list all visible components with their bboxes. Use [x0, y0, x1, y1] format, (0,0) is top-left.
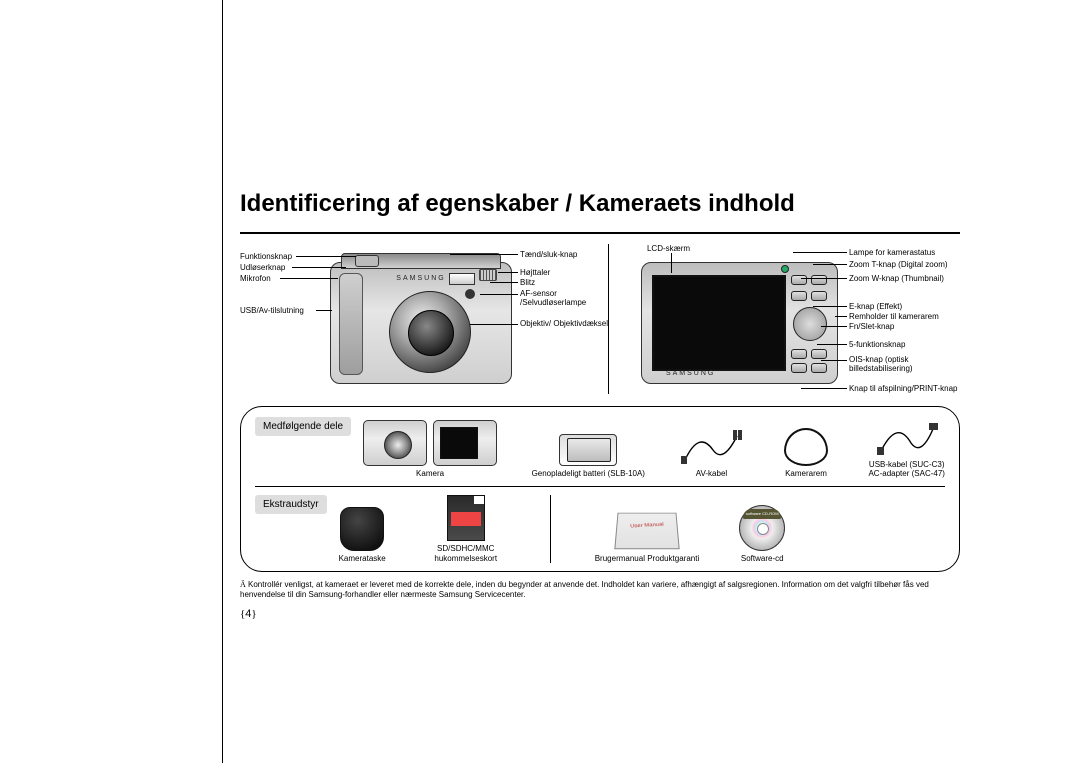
label-zoom-t: Zoom T-knap (Digital zoom)	[849, 260, 948, 269]
label-ois: OIS-knap (optisk billedstabilisering)	[849, 356, 969, 374]
label-5func: 5-funktionsknap	[849, 340, 905, 349]
page-title: Identificering af egenskaber / Kameraets…	[240, 190, 960, 218]
item-kamerarem: Kamerarem	[778, 426, 834, 478]
item-av-kabel: AV-kabel	[679, 426, 743, 478]
diagram-divider	[608, 244, 609, 394]
cd-icon: software CD-ROM	[739, 505, 785, 551]
item-batteri: Genopladeligt batteri (SLB-10A)	[532, 434, 645, 478]
label-af-sensor: AF-sensor /Selvudløserlampe	[520, 290, 610, 308]
label-lampe: Lampe for kamerastatus	[849, 248, 935, 257]
item-cd: software CD-ROM Software-cd	[739, 505, 785, 563]
label-zoom-w: Zoom W-knap (Thumbnail)	[849, 274, 944, 283]
page-content: Identificering af egenskaber / Kameraets…	[240, 190, 960, 620]
label-e-knap: E-knap (Effekt)	[849, 302, 902, 311]
battery-icon	[559, 434, 617, 466]
label-fn-slet: Fn/Slet-knap	[849, 322, 894, 331]
label-hojttaler: Højttaler	[520, 268, 550, 277]
camera-back-thumb-icon	[433, 420, 497, 466]
cap-av-kabel: AV-kabel	[696, 469, 727, 478]
label-remholder: Remholder til kamerarem	[849, 312, 939, 321]
footnote-marker: Ä	[240, 580, 246, 589]
usb-cable-icon	[875, 417, 939, 457]
page-number: {4}	[240, 608, 960, 620]
camera-front-body: SAMSUNG	[330, 262, 512, 384]
included-tag: Medfølgende dele	[255, 417, 351, 436]
item-usb-ac: USB-kabel (SUC-C3) AC-adapter (SAC-47)	[868, 417, 944, 478]
cap-usb-ac: USB-kabel (SUC-C3) AC-adapter (SAC-47)	[868, 460, 944, 478]
manual-icon: User Manual	[614, 512, 679, 548]
label-objektiv: Objektiv/ Objektivdæksel	[520, 320, 610, 329]
camera-front-diagram: SAMSUNG Funktionsknap Udløserknap Mikrof…	[240, 244, 596, 394]
cap-taske: Kamerataske	[339, 554, 386, 563]
item-manual: User Manual Brugermanual Produktgaranti	[595, 509, 700, 563]
optional-divider	[550, 495, 551, 562]
footnote: Ä Kontrollér venligst, at kameraet er le…	[240, 580, 960, 600]
cap-cd: Software-cd	[741, 554, 784, 563]
cap-manual: Brugermanual Produktgaranti	[595, 554, 700, 563]
label-udloserknap: Udløserknap	[240, 263, 285, 272]
brand-label-back: SAMSUNG	[666, 370, 715, 377]
spine-rule	[222, 0, 223, 763]
label-lcd: LCD-skærm	[647, 244, 690, 253]
item-sd: SD/SDHC/MMC hukommelseskort	[426, 495, 506, 562]
label-funktionsknap: Funktionsknap	[240, 252, 292, 261]
title-rule	[240, 232, 960, 234]
label-taend-sluk: Tænd/sluk-knap	[520, 250, 577, 259]
item-taske: Kamerataske	[339, 507, 386, 563]
sd-card-icon	[447, 495, 485, 541]
pouch-icon	[340, 507, 384, 551]
cap-sd: SD/SDHC/MMC hukommelseskort	[426, 544, 506, 562]
av-cable-icon	[679, 426, 743, 466]
optional-row: Ekstraudstyr Kamerataske SD/SDHC/MMC huk…	[255, 495, 945, 562]
lens-icon	[389, 291, 471, 373]
label-mikrofon: Mikrofon	[240, 274, 271, 283]
label-blitz: Blitz	[520, 278, 535, 287]
label-usb-av: USB/Av-tilslutning	[240, 306, 304, 315]
diagram-row: SAMSUNG Funktionsknap Udløserknap Mikrof…	[240, 244, 960, 394]
footnote-text: Kontrollér venligst, at kameraet er leve…	[240, 580, 929, 599]
lcd-icon	[652, 275, 786, 371]
camera-front-thumb-icon	[363, 420, 427, 466]
cap-kamera: Kamera	[416, 469, 444, 478]
camera-back-diagram: SAMSUNG LCD-skærm Lampe for kamerastatus…	[621, 244, 960, 394]
section-divider	[255, 486, 945, 487]
cap-batteri: Genopladeligt batteri (SLB-10A)	[532, 469, 645, 478]
accessory-panel: Medfølgende dele Kamera Genopladeligt ba…	[240, 406, 960, 572]
item-kamera: Kamera	[363, 420, 497, 478]
camera-back-body: SAMSUNG	[641, 262, 838, 384]
label-play-print: Knap til afspilning/PRINT-knap	[849, 384, 958, 393]
included-row: Medfølgende dele Kamera Genopladeligt ba…	[255, 417, 945, 478]
cap-kamerarem: Kamerarem	[785, 469, 827, 478]
optional-tag: Ekstraudstyr	[255, 495, 327, 514]
manual-page: Identificering af egenskaber / Kameraets…	[0, 0, 1080, 763]
strap-icon	[778, 426, 834, 466]
